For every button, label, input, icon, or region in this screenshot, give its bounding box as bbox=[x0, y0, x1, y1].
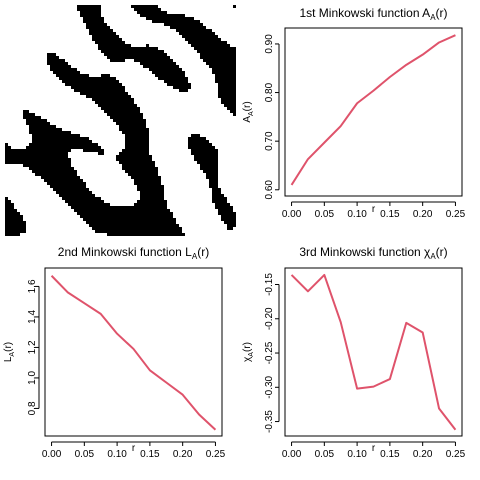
y-axis-label-subscript: A bbox=[9, 352, 16, 357]
plot-title-main: 2nd Minkowski function L bbox=[58, 245, 192, 259]
x-tick-label: 0.00 bbox=[282, 209, 302, 220]
y-tick-label: 0.8 bbox=[27, 401, 38, 415]
image-black-regions bbox=[5, 5, 236, 236]
plot-minkowski-1: 1st Minkowski function AA(r)rAA(r)0.00 0.… bbox=[242, 6, 466, 220]
x-tick-label: 0.20 bbox=[413, 449, 433, 460]
y-tick-label: 1.2 bbox=[27, 340, 38, 354]
y-axis-label-tail: (r) bbox=[3, 342, 14, 352]
y-tick-label: -0.15 bbox=[264, 273, 275, 296]
x-tick-label: 0.15 bbox=[380, 209, 400, 220]
plot-frame bbox=[284, 267, 463, 437]
plot-minkowski-3: 3rd Minkowski function χA(r)rχA(r)0.00 0.… bbox=[242, 245, 466, 460]
series-line bbox=[50, 275, 217, 431]
plot-minkowski-2: 2nd Minkowski function LA(r)rLA(r)0.00 0.… bbox=[3, 245, 226, 460]
y-tick-label: 0.60 bbox=[264, 180, 275, 200]
plot-title-tail: (r) bbox=[436, 245, 448, 259]
y-tick-label: -0.25 bbox=[264, 341, 275, 364]
binary-field-image bbox=[5, 5, 236, 236]
x-axis-label: r bbox=[372, 443, 376, 454]
plot-frame bbox=[44, 267, 223, 437]
plot-title-tail: (r) bbox=[197, 245, 209, 259]
x-tick-label: 0.00 bbox=[282, 449, 302, 460]
x-axis-label: r bbox=[372, 204, 376, 215]
x-tick-label: 0.05 bbox=[315, 209, 335, 220]
y-axis-label-main: χ bbox=[242, 356, 253, 362]
x-tick-label: 0.10 bbox=[107, 449, 127, 460]
y-tick-label: 0.70 bbox=[264, 131, 275, 151]
plot-title-tail: (r) bbox=[436, 6, 448, 20]
series-line bbox=[290, 34, 456, 186]
y-tick-label: -0.20 bbox=[264, 307, 275, 330]
x-tick-label: 0.25 bbox=[206, 449, 226, 460]
plot-frame bbox=[284, 27, 463, 197]
y-tick-label: 1.4 bbox=[27, 310, 38, 324]
x-tick-label: 0.10 bbox=[347, 449, 367, 460]
y-tick-label: 1.6 bbox=[27, 279, 38, 293]
x-tick-label: 0.20 bbox=[413, 209, 433, 220]
plot-title: 2nd Minkowski function LA(r) bbox=[58, 245, 209, 261]
y-axis-label-tail: (r) bbox=[242, 342, 253, 352]
x-tick-label: 0.15 bbox=[380, 449, 400, 460]
plot-title: 1st Minkowski function AA(r) bbox=[299, 6, 447, 22]
plot-title: 3rd Minkowski function χA(r) bbox=[299, 245, 447, 261]
series-line bbox=[290, 273, 457, 431]
x-tick-label: 0.25 bbox=[446, 209, 466, 220]
plot-title-subscript: A bbox=[192, 252, 198, 261]
x-tick-label: 0.15 bbox=[140, 449, 160, 460]
x-tick-label: 0.20 bbox=[173, 449, 193, 460]
plot-title-main: 1st Minkowski function A bbox=[299, 6, 430, 20]
x-tick-label: 0.05 bbox=[315, 449, 335, 460]
x-axis-label: r bbox=[132, 443, 136, 454]
x-tick-label: 0.25 bbox=[446, 449, 466, 460]
y-axis-label-main: A bbox=[242, 116, 253, 123]
y-axis-label: AA(r) bbox=[242, 101, 255, 122]
y-axis-label: LA(r) bbox=[3, 342, 16, 362]
y-axis-label: χA(r) bbox=[242, 342, 255, 362]
plot-title-main: 3rd Minkowski function χ bbox=[299, 245, 431, 259]
plot-title-subscript: A bbox=[430, 252, 436, 261]
y-axis-label-main: L bbox=[3, 356, 14, 362]
y-tick-label: -0.35 bbox=[264, 410, 275, 433]
y-axis-label-tail: (r) bbox=[242, 101, 253, 111]
x-tick-label: 0.00 bbox=[42, 449, 62, 460]
y-tick-label: -0.30 bbox=[264, 375, 275, 398]
x-tick-label: 0.05 bbox=[75, 449, 95, 460]
y-tick-label: 0.90 bbox=[264, 34, 275, 54]
y-axis-label-subscript: A bbox=[248, 111, 255, 116]
x-tick-label: 0.10 bbox=[347, 209, 367, 220]
plot-title-subscript: A bbox=[430, 13, 436, 22]
y-axis-label-subscript: A bbox=[248, 352, 255, 357]
y-tick-label: 1.0 bbox=[27, 371, 38, 385]
y-tick-label: 0.80 bbox=[264, 82, 275, 102]
